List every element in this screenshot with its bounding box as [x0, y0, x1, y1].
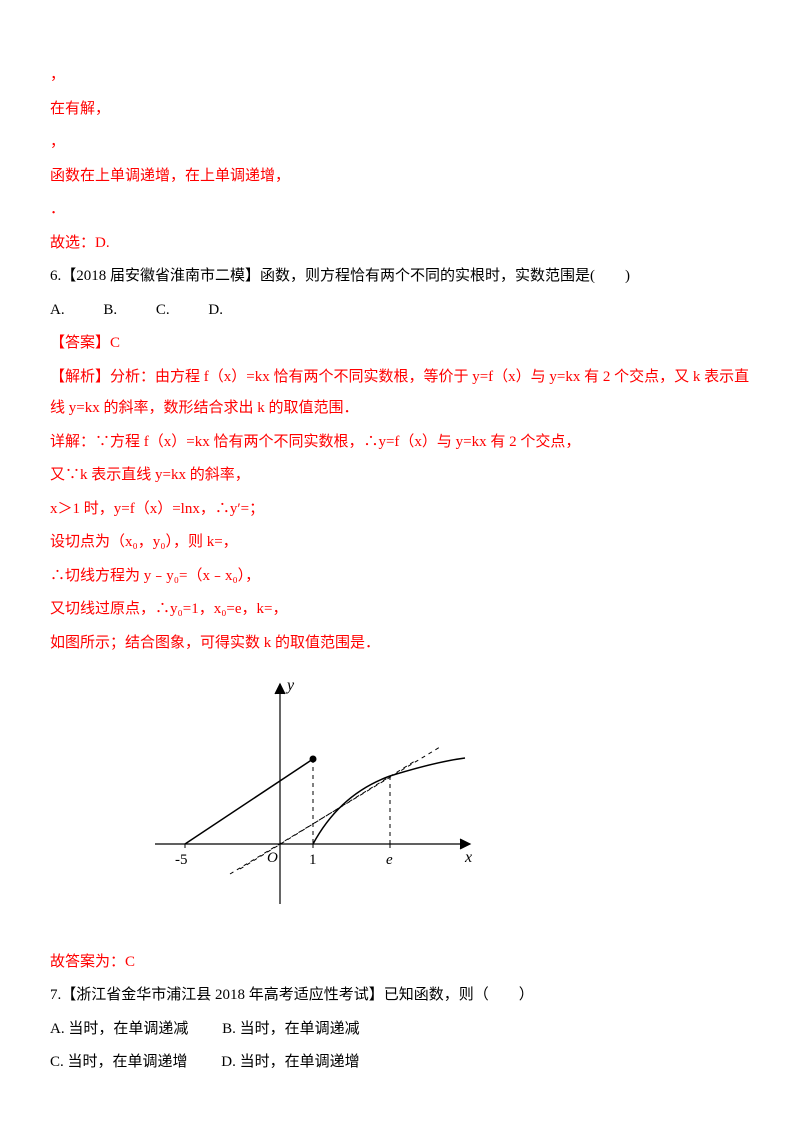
- q6-final-value: C: [125, 954, 135, 970]
- q6-option-c: C.: [156, 295, 170, 327]
- chart-label-x: x: [464, 849, 472, 866]
- q6-option-b: B.: [103, 295, 117, 327]
- chart-dot: [310, 756, 317, 763]
- top-line-3: ，: [50, 127, 750, 159]
- chart-label-O: O: [267, 850, 278, 866]
- q6-detail-5: ∴切线方程为 y﹣y₀=（x﹣x₀），: [50, 561, 750, 593]
- document-content: ， 在有解， ， 函数在上单调递增，在上单调递增， ． 故选：D. 6.【201…: [50, 60, 750, 1079]
- chart-label-1: 1: [309, 852, 317, 868]
- chart-label-e: e: [386, 852, 393, 868]
- chart-label-m5: -5: [175, 852, 188, 868]
- q6-option-d: D.: [208, 295, 223, 327]
- q6-analysis-1: 【解析】分析：由方程 f（x）=kx 恰有两个不同实数根，等价于 y=f（x）与…: [50, 362, 750, 425]
- chart-tangent-1: [230, 747, 440, 874]
- top-line-1: ，: [50, 60, 750, 92]
- q6-answer: 【答案】C: [50, 328, 750, 360]
- top-line-5: ．: [50, 194, 750, 226]
- top-line-6: 故选：D.: [50, 228, 750, 260]
- top-line-2: 在有解，: [50, 94, 750, 126]
- q6-detail-2: 又∵k 表示直线 y=kx 的斜率，: [50, 460, 750, 492]
- q6-analysis-label: 【解析】: [50, 369, 110, 385]
- q6-options: A. B. C. D.: [50, 295, 750, 327]
- top-line-4: 函数在上单调递增，在上单调递增，: [50, 161, 750, 193]
- chart-curve-lnx: [313, 758, 465, 844]
- q6-final: 故答案为：C: [50, 947, 750, 979]
- q6-title: 6.【2018 届安徽省淮南市二模】函数，则方程恰有两个不同的实根时，实数范围是…: [50, 261, 750, 293]
- q7-option-b: B. 当时，在单调递减: [222, 1014, 360, 1046]
- q7-option-c: C. 当时，在单调递增: [50, 1047, 188, 1079]
- q7-title: 7.【浙江省金华市浦江县 2018 年高考适应性考试】已知函数，则（ ）: [50, 980, 750, 1012]
- q6-answer-label: 【答案】: [50, 335, 110, 351]
- chart-svg: y x O 1 e -5: [150, 674, 480, 919]
- chart-label-y: y: [285, 677, 295, 694]
- q6-detail-1: 详解：∵方程 f（x）=kx 恰有两个不同实数根，∴y=f（x）与 y=kx 有…: [50, 427, 750, 459]
- q6-answer-value: C: [110, 335, 120, 351]
- chart-line-piece1: [185, 759, 313, 844]
- q7-option-a: A. 当时，在单调递减: [50, 1014, 188, 1046]
- q6-analysis-text: 分析：由方程 f（x）=kx 恰有两个不同实数根，等价于 y=f（x）与 y=k…: [50, 369, 749, 417]
- q7-options-row1: A. 当时，在单调递减 B. 当时，在单调递减: [50, 1014, 750, 1046]
- q6-detail-6: 又切线过原点，∴y₀=1，x₀=e，k=，: [50, 594, 750, 626]
- q7-option-d: D. 当时，在单调递增: [221, 1047, 359, 1079]
- q6-detail-7: 如图所示；结合图象，可得实数 k 的取值范围是．: [50, 628, 750, 660]
- q7-options-row2: C. 当时，在单调递增 D. 当时，在单调递增: [50, 1047, 750, 1079]
- q6-detail-3: x＞1 时，y=f（x）=lnx，∴y′=；: [50, 494, 750, 526]
- q6-option-a: A.: [50, 295, 65, 327]
- q6-final-label: 故答案为：: [50, 954, 125, 970]
- q6-detail-4: 设切点为（x₀，y₀），则 k=，: [50, 527, 750, 559]
- chart-figure: y x O 1 e -5: [150, 674, 750, 932]
